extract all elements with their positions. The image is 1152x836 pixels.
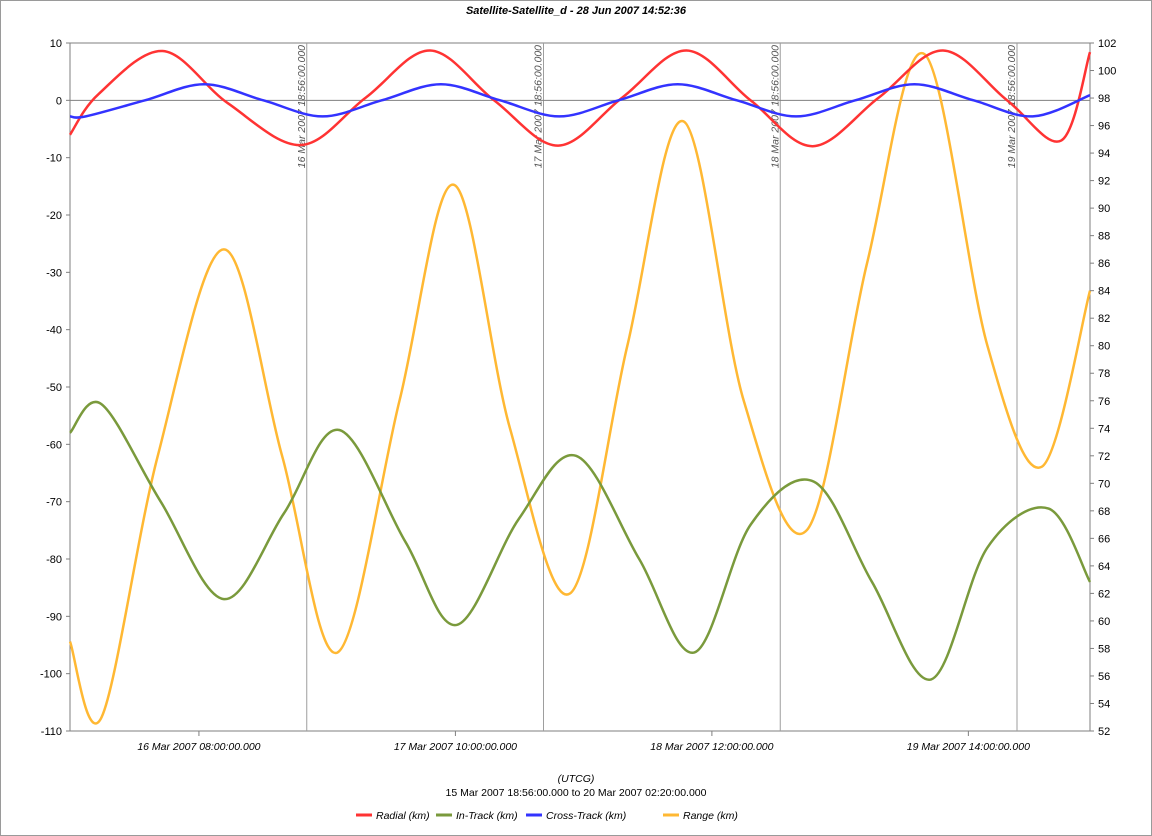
- plot-area: [69, 42, 1091, 732]
- right-tick-label: 98: [1098, 93, 1110, 105]
- left-tick-label: -80: [46, 554, 62, 566]
- right-tick-label: 86: [1098, 258, 1110, 270]
- right-tick-label: 64: [1098, 561, 1110, 573]
- legend-label-range: Range (km): [683, 810, 738, 822]
- left-tick-label: -30: [46, 267, 62, 279]
- right-tick-label: 62: [1098, 588, 1110, 600]
- vertical-marker-label: 18 Mar 2007 18:56:00.000: [769, 45, 781, 168]
- right-tick-label: 84: [1098, 286, 1110, 298]
- right-tick-label: 70: [1098, 478, 1110, 490]
- right-tick-label: 52: [1098, 726, 1110, 738]
- series-line-cross-track: [69, 83, 1091, 119]
- x-axis-label: (UTCG): [558, 773, 595, 785]
- vertical-marker-label: 19 Mar 2007 18:56:00.000: [1006, 45, 1018, 168]
- series-line-in-track: [69, 400, 1092, 681]
- right-tick-label: 88: [1098, 231, 1110, 243]
- series-line-range: [68, 51, 1092, 725]
- series-line-radial: [68, 49, 1092, 148]
- right-tick-label: 92: [1098, 176, 1110, 188]
- vertical-marker-label: 16 Mar 2007 18:56:00.000: [296, 45, 308, 168]
- right-tick-label: 80: [1098, 341, 1110, 353]
- right-tick-label: 76: [1098, 396, 1110, 408]
- chart-title: Satellite-Satellite_d - 28 Jun 2007 14:5…: [466, 5, 687, 17]
- left-tick-label: -10: [46, 153, 62, 165]
- right-tick-label: 54: [1098, 698, 1110, 710]
- right-tick-label: 60: [1098, 616, 1110, 628]
- right-tick-label: 74: [1098, 423, 1110, 435]
- left-tick-label: -90: [46, 611, 62, 623]
- legend: Radial (km) In-Track (km) Cross-Track (km)…: [356, 810, 738, 822]
- right-tick-label: 100: [1098, 66, 1116, 78]
- right-tick-label: 94: [1098, 148, 1110, 160]
- left-tick-label: -20: [46, 210, 62, 222]
- right-tick-label: 72: [1098, 451, 1110, 463]
- left-tick-label: -70: [46, 497, 62, 509]
- left-tick-label: 0: [56, 95, 62, 107]
- right-tick-label: 96: [1098, 121, 1110, 133]
- right-tick-label: 68: [1098, 506, 1110, 518]
- x-tick-label: 17 Mar 2007 10:00:00.000: [394, 741, 517, 753]
- x-tick-label: 19 Mar 2007 14:00:00.000: [907, 741, 1030, 753]
- right-tick-label: 78: [1098, 368, 1110, 380]
- right-tick-label: 56: [1098, 671, 1110, 683]
- right-tick-label: 90: [1098, 203, 1110, 215]
- right-tick-label: 102: [1098, 38, 1116, 50]
- left-tick-label: -40: [46, 325, 62, 337]
- right-tick-label: 58: [1098, 643, 1110, 655]
- left-tick-label: -110: [41, 726, 62, 738]
- time-range-label: 15 Mar 2007 18:56:00.000 to 20 Mar 2007 …: [446, 787, 707, 799]
- legend-label-radial: Radial (km): [376, 810, 430, 822]
- legend-label-cross-track: Cross-Track (km): [546, 810, 626, 822]
- vertical-marker-label: 17 Mar 2007 18:56:00.000: [533, 45, 545, 168]
- right-tick-label: 82: [1098, 313, 1110, 325]
- left-tick-label: 10: [50, 38, 62, 50]
- right-tick-label: 66: [1098, 533, 1110, 545]
- legend-label-in-track: In-Track (km): [456, 810, 518, 822]
- left-tick-label: -60: [46, 439, 62, 451]
- left-tick-label: -100: [40, 669, 62, 681]
- x-tick-label: 16 Mar 2007 08:00:00.000: [137, 741, 260, 753]
- x-tick-label: 18 Mar 2007 12:00:00.000: [650, 741, 773, 753]
- left-tick-label: -50: [46, 382, 62, 394]
